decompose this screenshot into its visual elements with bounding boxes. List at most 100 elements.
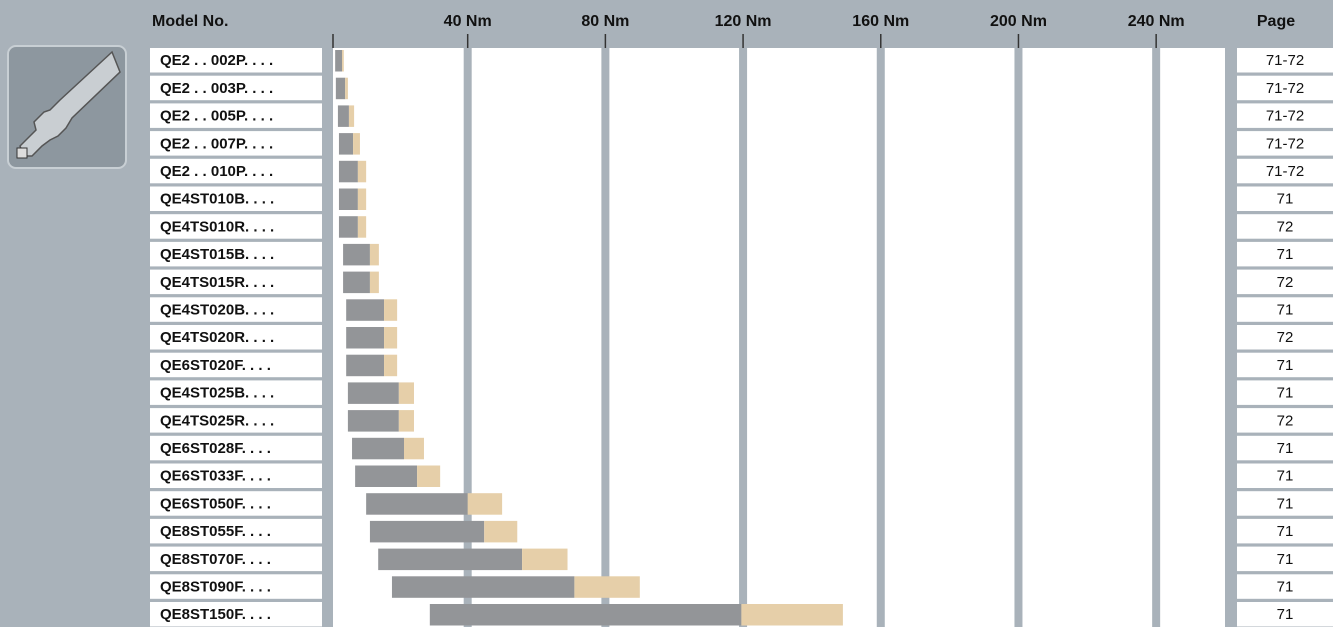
range-bar xyxy=(391,576,575,598)
extended-bar xyxy=(353,133,360,155)
page-cell xyxy=(1237,297,1333,322)
model-cell xyxy=(150,269,322,295)
model-cell xyxy=(150,463,322,488)
model-label: QE2 . . 010P. . . . xyxy=(160,163,273,180)
page-cell xyxy=(1237,186,1333,211)
page-cell xyxy=(1237,602,1333,627)
model-cell xyxy=(150,491,322,516)
page-cell xyxy=(1237,269,1333,295)
page-label: 72 xyxy=(1277,218,1294,235)
extended-bar xyxy=(369,271,379,294)
page-cell xyxy=(1237,325,1333,350)
x-tick-label: 40 Nm xyxy=(444,13,492,30)
tool-icon xyxy=(7,45,127,169)
model-label: QE4ST010B. . . . xyxy=(160,191,274,208)
grid-band xyxy=(463,48,472,627)
model-cell xyxy=(150,131,322,156)
page-label: 71 xyxy=(1277,495,1294,512)
range-bar xyxy=(343,271,370,294)
extended-bar xyxy=(398,382,414,404)
range-bar xyxy=(346,327,385,349)
range-bar xyxy=(338,188,358,210)
page-cell xyxy=(1237,214,1333,239)
model-label: QE6ST050F. . . . xyxy=(160,495,271,512)
range-bar xyxy=(346,299,385,321)
model-label: QE2 . . 002P. . . . xyxy=(160,52,273,69)
model-cell xyxy=(150,48,322,73)
range-bar xyxy=(355,465,418,487)
page-label: 71 xyxy=(1277,468,1294,485)
page-label: 71 xyxy=(1277,385,1294,402)
extended-bar xyxy=(369,243,379,266)
grid-band xyxy=(1014,48,1023,627)
model-cell xyxy=(150,602,322,627)
extended-bar xyxy=(467,493,503,515)
grid-band xyxy=(876,48,885,627)
model-label: QE8ST070F. . . . xyxy=(160,551,271,568)
model-label: QE6ST020F. . . . xyxy=(160,357,271,374)
extended-bar xyxy=(741,604,843,626)
model-label: QE4ST020B. . . . xyxy=(160,302,274,319)
model-cell xyxy=(150,241,322,267)
page-label: 71 xyxy=(1277,551,1294,568)
model-cell xyxy=(150,352,322,378)
extended-bar xyxy=(384,327,398,349)
extended-bar xyxy=(417,465,441,487)
extended-bar xyxy=(384,299,398,321)
page-label: 71-72 xyxy=(1266,135,1304,152)
page-cell xyxy=(1237,574,1333,599)
x-tick-label: 200 Nm xyxy=(990,13,1047,30)
extended-bar xyxy=(345,77,348,100)
model-cell xyxy=(150,325,322,350)
range-bar xyxy=(337,105,349,127)
range-bar xyxy=(346,354,385,377)
extended-bar xyxy=(404,437,424,460)
range-bar xyxy=(366,493,468,515)
extended-bar xyxy=(384,354,398,377)
page-label: 72 xyxy=(1277,329,1294,346)
range-bar xyxy=(369,520,485,543)
page-cell xyxy=(1237,546,1333,572)
extended-bar xyxy=(357,216,367,238)
x-tick-label: 120 Nm xyxy=(715,13,772,30)
page-cell xyxy=(1237,518,1333,544)
range-bar xyxy=(352,437,405,460)
page-label: 71 xyxy=(1277,246,1294,263)
range-bar xyxy=(338,216,358,238)
model-cell xyxy=(150,158,322,184)
model-label: QE4TS010R. . . . xyxy=(160,218,274,235)
extended-bar xyxy=(484,520,518,543)
model-label: QE4TS015R. . . . xyxy=(160,274,274,291)
extended-bar xyxy=(574,576,640,598)
page-cell xyxy=(1237,158,1333,184)
model-cell xyxy=(150,297,322,322)
page-cell xyxy=(1237,491,1333,516)
model-label: QE6ST028F. . . . xyxy=(160,440,271,457)
range-bar xyxy=(343,243,370,266)
model-label: QE4TS020R. . . . xyxy=(160,329,274,346)
model-label: QE4ST025B. . . . xyxy=(160,385,274,402)
page-label: 71 xyxy=(1277,523,1294,540)
page-cell xyxy=(1237,408,1333,433)
page-cell xyxy=(1237,75,1333,101)
extended-bar xyxy=(357,160,367,183)
model-cell xyxy=(150,103,322,128)
page-label: 72 xyxy=(1277,274,1294,291)
page-label: 71-72 xyxy=(1266,52,1304,69)
range-bar xyxy=(347,382,399,404)
page-label: 71 xyxy=(1277,606,1294,623)
page-cell xyxy=(1237,352,1333,378)
page-cell xyxy=(1237,103,1333,128)
model-cell xyxy=(150,75,322,101)
page-label: 71-72 xyxy=(1266,163,1304,180)
model-cell xyxy=(150,186,322,211)
model-label: QE6ST033F. . . . xyxy=(160,468,271,485)
page-cell xyxy=(1237,131,1333,156)
range-bar xyxy=(378,548,523,571)
model-label: QE8ST055F. . . . xyxy=(160,523,271,540)
model-label: QE8ST090F. . . . xyxy=(160,579,271,596)
page-label: 71 xyxy=(1277,357,1294,374)
model-cell xyxy=(150,435,322,461)
grid-band xyxy=(601,48,610,627)
